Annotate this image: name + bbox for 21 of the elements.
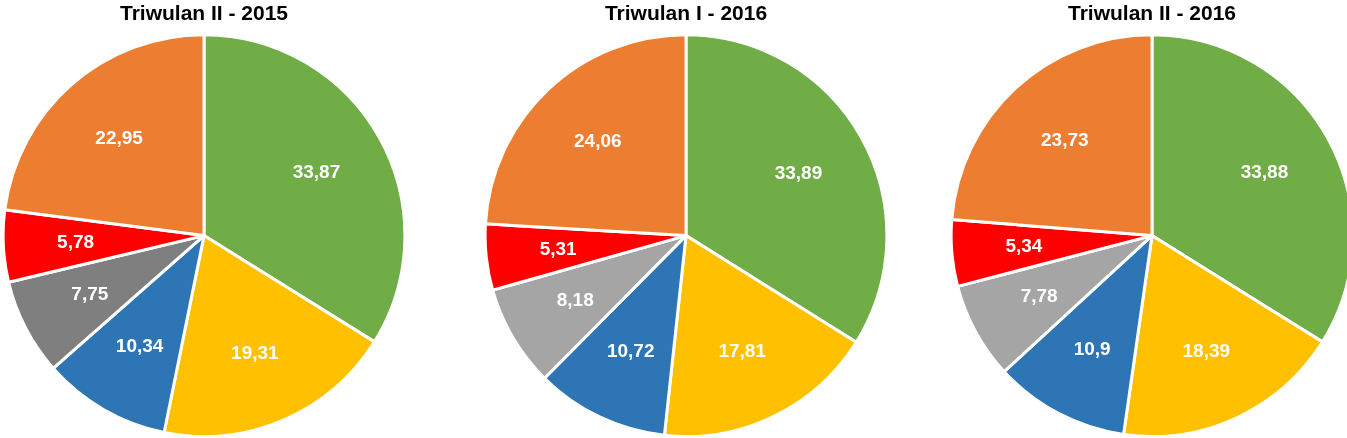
data-label: 5,31 [539, 237, 578, 259]
data-label: 5,78 [57, 230, 95, 252]
data-label: 10,9 [1073, 337, 1111, 359]
data-label: 8,18 [556, 289, 594, 311]
chart-title: Triwulan II - 2016 [1067, 1, 1237, 25]
data-label: 17,81 [718, 339, 767, 361]
data-label: 18,39 [1182, 340, 1231, 362]
data-label: 7,75 [71, 282, 109, 304]
chart-title: Triwulan I - 2016 [604, 1, 768, 25]
data-label: 10,34 [115, 335, 164, 357]
data-label: 33,87 [292, 161, 341, 183]
data-label: 10,72 [606, 339, 655, 361]
data-label: 7,78 [1020, 285, 1058, 307]
data-label: 33,89 [774, 161, 823, 183]
data-label: 22,95 [95, 127, 144, 149]
data-label: 33,88 [1240, 161, 1289, 183]
data-label: 5,34 [1005, 235, 1043, 257]
data-label: 24,06 [574, 130, 622, 152]
data-label: 23,73 [1041, 129, 1089, 151]
data-label: 19,31 [231, 341, 280, 363]
chart-title: Triwulan II - 2015 [119, 1, 289, 25]
